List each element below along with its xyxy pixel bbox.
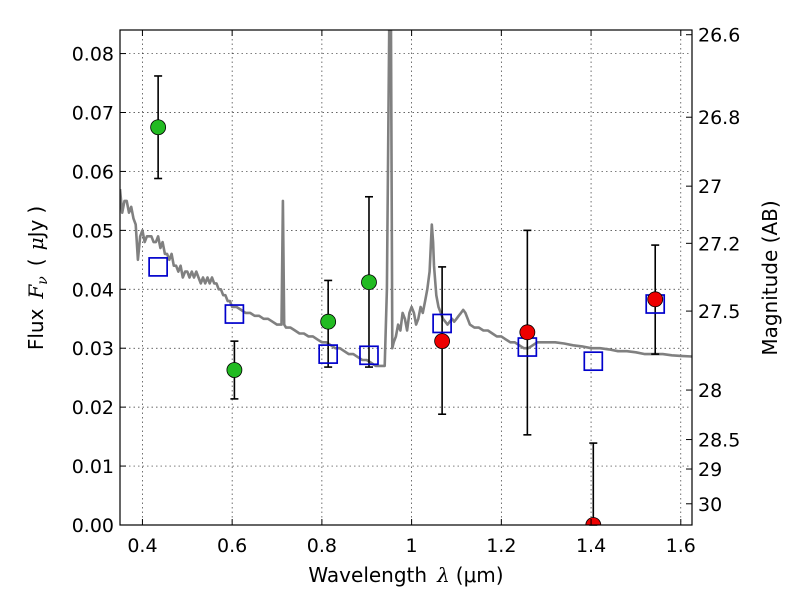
model-photometry-square: [318, 344, 339, 364]
x-tick-label: 1: [406, 535, 418, 557]
observed-point: [226, 362, 243, 378]
x-tick-label: 1.6: [666, 535, 696, 557]
y-tick-label: 0.02: [72, 397, 114, 419]
y-tick-label: 0.08: [72, 44, 114, 66]
y-axis-label: FluxFν(μJy): [24, 206, 51, 350]
y-tick-label: 0.04: [72, 279, 114, 301]
magnitude-tick-label: 26.8: [698, 107, 740, 129]
y-tick-label: 0.00: [72, 515, 114, 537]
magnitude-tick-label: 27: [698, 176, 722, 198]
axis-ticks: 0.4 0.6 0.8 1 1.2 1.4 1.6 0.00 0.01 0.02 0.03 0.04 0…: [72, 25, 741, 557]
model-photometry-square: [148, 257, 168, 277]
y-tick-label: 0.03: [72, 338, 114, 360]
magnitude-axis-label: Magnitude (AB): [758, 200, 782, 355]
magnitude-tick-label: 30: [698, 494, 722, 516]
model-photometry-square: [583, 351, 604, 372]
model-photometry-markers: [148, 257, 666, 372]
model-photometry-square: [359, 345, 379, 366]
observed-points: [150, 119, 664, 525]
observed-point: [585, 517, 602, 525]
observed-point: [361, 274, 377, 291]
magnitude-tick-label: 26.6: [698, 25, 740, 47]
observed-point: [320, 313, 337, 330]
observed-point: [150, 119, 167, 136]
magnitude-tick-label: 28.5: [698, 430, 740, 452]
y-tick-label: 0.06: [72, 161, 114, 183]
magnitude-tick-label: 28: [698, 380, 722, 402]
x-tick-label: 0.6: [217, 535, 247, 557]
spectrum-line: [120, 30, 692, 368]
x-tick-label: 0.4: [127, 535, 157, 557]
y-tick-label: 0.05: [72, 220, 114, 242]
magnitude-tick-label: 27.5: [698, 301, 740, 323]
x-tick-label: 0.8: [307, 535, 337, 557]
grid: [120, 30, 692, 525]
plot-frame: [119, 29, 693, 526]
model-photometry-square: [224, 304, 245, 324]
x-axis-label: Wavelength λ (μm): [308, 563, 503, 587]
x-tick-label: 1.2: [486, 535, 516, 557]
observed-point: [647, 291, 664, 308]
observed-point: [519, 324, 536, 341]
model-photometry-square: [432, 313, 452, 334]
observed-point: [434, 333, 451, 350]
x-tick-label: 1.4: [576, 535, 606, 557]
spectrum-path: [120, 30, 692, 368]
magnitude-tick-label: 27.2: [698, 233, 740, 255]
y-tick-label: 0.07: [72, 103, 114, 125]
magnitude-tick-label: 29: [698, 459, 722, 481]
y-tick-label: 0.01: [72, 456, 114, 478]
